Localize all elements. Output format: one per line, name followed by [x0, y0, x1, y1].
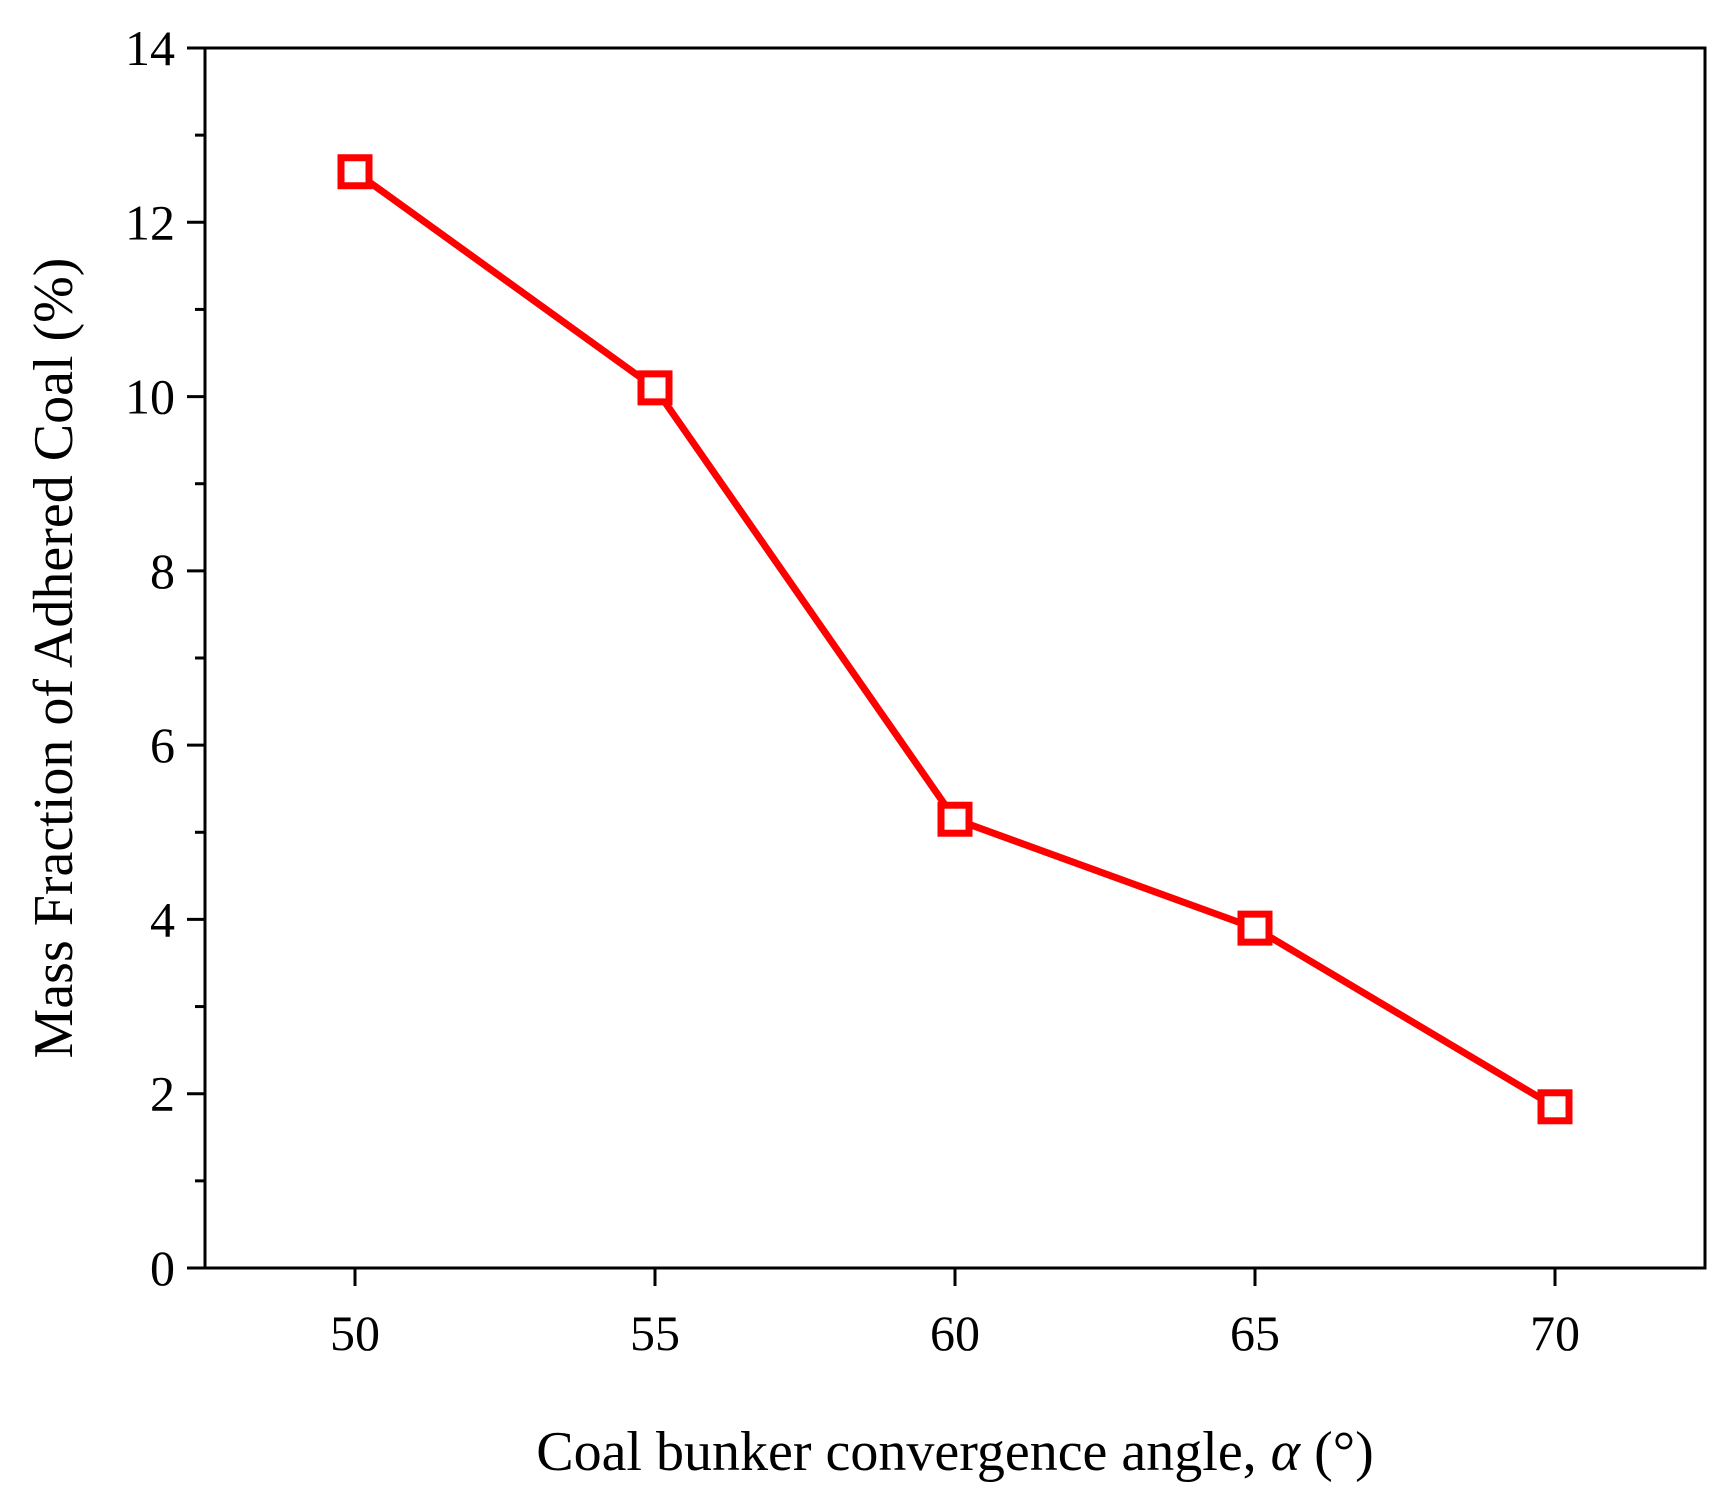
x-tick-label: 50: [330, 1305, 380, 1361]
data-point-marker: [937, 801, 973, 837]
x-axis-title-text: Coal bunker convergence angle,: [536, 1421, 1270, 1483]
y-tick-label: 8: [150, 543, 175, 599]
x-axis-title-symbol: α: [1271, 1421, 1302, 1483]
y-axis-ticks: 0 2 4 6 8 10 12 14: [125, 20, 205, 1296]
x-tick-label: 60: [930, 1305, 980, 1361]
y-tick-label: 4: [150, 891, 175, 947]
data-point-marker: [1237, 910, 1273, 946]
plot-area-frame: [203, 46, 1707, 1270]
y-tick-label: 10: [125, 369, 175, 425]
x-tick-label: 70: [1530, 1305, 1580, 1361]
x-axis-title: Coal bunker convergence angle, α (°): [536, 1421, 1374, 1483]
data-point-marker: [337, 154, 373, 190]
x-axis-title-unit: (°): [1300, 1421, 1374, 1483]
x-tick-label: 55: [630, 1305, 680, 1361]
y-tick-label: 6: [150, 717, 175, 773]
y-tick-label: 0: [150, 1240, 175, 1296]
y-tick-label: 14: [125, 20, 175, 76]
series-layer: [337, 154, 1573, 1125]
y-axis-title: Mass Fraction of Adhered Coal (%): [23, 258, 85, 1059]
series-line: [352, 168, 1557, 1110]
x-axis-ticks: 50 55 60 65 70: [330, 1268, 1580, 1361]
y-tick-label: 12: [125, 194, 175, 250]
data-point-marker: [637, 370, 673, 406]
y-tick-label: 2: [150, 1066, 175, 1122]
data-point-marker: [1537, 1089, 1573, 1125]
x-tick-label: 65: [1230, 1305, 1280, 1361]
